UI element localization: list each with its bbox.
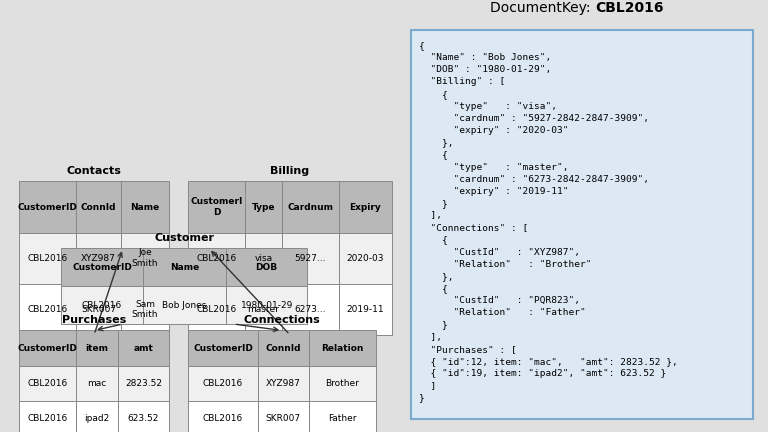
Text: Type: Type (252, 203, 275, 212)
Text: CustomerID: CustomerID (18, 343, 78, 353)
Bar (188, 366, 258, 401)
Bar (19, 366, 76, 401)
Text: Brother: Brother (326, 379, 359, 388)
Bar (188, 232, 245, 284)
Bar (245, 232, 282, 284)
Text: CBL2016: CBL2016 (28, 414, 68, 423)
Bar (61, 248, 143, 286)
Bar (339, 284, 392, 335)
Bar (118, 366, 169, 401)
Text: 2020-03: 2020-03 (346, 254, 384, 263)
Bar (76, 284, 121, 335)
Text: 2019-11: 2019-11 (346, 305, 384, 314)
Bar (245, 181, 282, 232)
Text: Expiry: Expiry (349, 203, 381, 212)
Text: Father: Father (328, 414, 356, 423)
Text: Contacts: Contacts (67, 166, 121, 176)
Text: Name: Name (170, 263, 199, 272)
Text: CBL2016: CBL2016 (203, 414, 243, 423)
Bar (19, 401, 76, 432)
Text: item: item (85, 343, 108, 353)
Text: Bob Jones: Bob Jones (162, 301, 207, 310)
Text: 623.52: 623.52 (127, 414, 159, 423)
Bar (143, 286, 226, 324)
Text: amt: amt (134, 343, 154, 353)
Bar (76, 366, 118, 401)
Text: CustomerID: CustomerID (193, 343, 253, 353)
Bar (411, 30, 753, 419)
Bar (309, 366, 376, 401)
Bar (339, 181, 392, 232)
Text: CBL2016: CBL2016 (197, 305, 237, 314)
Bar (76, 330, 118, 366)
Text: CBL2016: CBL2016 (28, 305, 68, 314)
Text: visa: visa (254, 254, 273, 263)
Text: Billing: Billing (270, 166, 310, 176)
Text: 1980-01-29: 1980-01-29 (240, 301, 293, 310)
Bar (118, 330, 169, 366)
Bar (339, 232, 392, 284)
Bar (61, 286, 143, 324)
Text: mac: mac (88, 379, 107, 388)
Bar (121, 181, 169, 232)
Bar (309, 330, 376, 366)
Bar (76, 181, 121, 232)
Bar (226, 286, 307, 324)
Text: SKR007: SKR007 (81, 305, 116, 314)
Bar (19, 330, 76, 366)
Text: {
  "Name" : "Bob Jones",
  "DOB" : "1980-01-29",
  "Billing" : [
    {
      "t: { "Name" : "Bob Jones", "DOB" : "1980-01… (419, 41, 677, 402)
Text: CustomerID: CustomerID (18, 203, 78, 212)
Bar (282, 232, 339, 284)
Text: ipad2: ipad2 (84, 414, 110, 423)
Text: 6273...: 6273... (294, 305, 326, 314)
Bar (188, 330, 258, 366)
Bar (309, 401, 376, 432)
Bar (258, 401, 309, 432)
Bar (19, 181, 76, 232)
Bar (76, 232, 121, 284)
Bar (143, 248, 226, 286)
Bar (282, 181, 339, 232)
Text: 5927...: 5927... (294, 254, 326, 263)
Bar (258, 366, 309, 401)
Text: Joe
Smith: Joe Smith (132, 248, 158, 268)
Bar (282, 284, 339, 335)
Text: Purchases: Purchases (62, 315, 126, 325)
Bar (188, 401, 258, 432)
Text: Cardnum: Cardnum (287, 203, 333, 212)
Bar (118, 401, 169, 432)
Bar (121, 232, 169, 284)
Text: SKR007: SKR007 (266, 414, 301, 423)
Text: XYZ987: XYZ987 (81, 254, 116, 263)
Bar (188, 284, 245, 335)
Text: Sam
Smith: Sam Smith (132, 299, 158, 319)
Text: ConnId: ConnId (81, 203, 116, 212)
Text: 2823.52: 2823.52 (125, 379, 162, 388)
Bar (245, 284, 282, 335)
Text: master: master (247, 305, 280, 314)
Text: CBL2016: CBL2016 (82, 301, 122, 310)
Text: ConnId: ConnId (266, 343, 301, 353)
Bar (19, 284, 76, 335)
Text: CBL2016: CBL2016 (28, 254, 68, 263)
Text: CBL2016: CBL2016 (203, 379, 243, 388)
Text: CustomerI
D: CustomerI D (190, 197, 243, 217)
Text: CBL2016: CBL2016 (197, 254, 237, 263)
Text: Customer: Customer (154, 233, 214, 243)
Bar (226, 248, 307, 286)
Text: DOB: DOB (256, 263, 278, 272)
Text: CBL2016: CBL2016 (28, 379, 68, 388)
Bar (121, 284, 169, 335)
Bar (258, 330, 309, 366)
Text: XYZ987: XYZ987 (266, 379, 300, 388)
Text: CBL2016: CBL2016 (595, 1, 664, 15)
Text: Relation: Relation (321, 343, 363, 353)
Bar (188, 181, 245, 232)
Bar (19, 232, 76, 284)
Text: Name: Name (131, 203, 160, 212)
Text: Connections: Connections (244, 315, 320, 325)
Text: DocumentKey:: DocumentKey: (490, 1, 595, 15)
Text: CustomerID: CustomerID (72, 263, 132, 272)
Bar (76, 401, 118, 432)
